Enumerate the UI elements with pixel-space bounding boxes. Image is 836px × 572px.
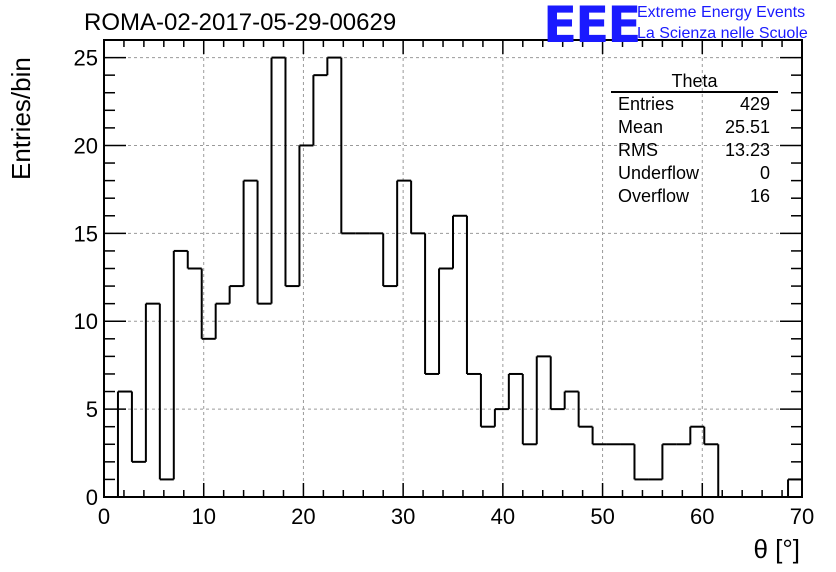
- stats-value: 429: [739, 94, 770, 114]
- x-tick-label: 30: [391, 504, 415, 529]
- stats-row-rms: RMS 13.23: [611, 139, 778, 162]
- histogram-bars: [116, 56, 803, 497]
- stats-row-overflow: Overflow 16: [611, 185, 778, 208]
- y-tick-label: 5: [86, 397, 98, 422]
- stats-row-entries: Entries 429: [611, 93, 778, 116]
- y-tick-label: 20: [74, 133, 98, 158]
- logo-caption-line1: Extreme Energy Events: [637, 4, 806, 21]
- y-axis-label: Entries/bin: [6, 57, 36, 180]
- y-tick-label: 15: [74, 221, 98, 246]
- x-tick-label: 50: [590, 504, 614, 529]
- y-tick-label: 25: [74, 46, 98, 71]
- stats-label: Underflow: [618, 163, 700, 183]
- stats-value: 25.51: [724, 117, 770, 137]
- stats-row-mean: Mean 25.51: [611, 116, 778, 139]
- x-tick-label: 40: [491, 504, 515, 529]
- stats-label: RMS: [618, 140, 658, 160]
- grid-lines: [104, 40, 802, 497]
- x-tick-label: 0: [98, 504, 110, 529]
- stats-label: Entries: [618, 94, 675, 114]
- stats-title: Theta: [611, 69, 778, 93]
- stats-value: 16: [749, 186, 770, 206]
- x-tick-label: 20: [291, 504, 315, 529]
- stats-box: Theta Entries 429 Mean 25.51 RMS 13.23 U…: [611, 69, 778, 208]
- stats-label: Mean: [618, 117, 664, 137]
- y-tick-label: 10: [74, 309, 98, 334]
- eee-logo: EEE: [543, 0, 641, 54]
- x-tick-label: 70: [790, 504, 814, 529]
- stats-row-underflow: Underflow 0: [611, 162, 778, 185]
- y-tick-label: 0: [86, 485, 98, 510]
- x-tick-label: 60: [690, 504, 714, 529]
- axis-ticks: [103, 39, 803, 498]
- stats-value: 0: [759, 163, 770, 183]
- stats-label: Overflow: [618, 186, 690, 206]
- logo-caption-line2: La Scienza nelle Scuole: [637, 25, 808, 42]
- stats-value: 13.23: [724, 140, 770, 160]
- tick-labels: 0 10 20 30 40 50 60 70 0 5 10 15 20 25: [74, 46, 815, 529]
- x-axis-label: θ [°]: [753, 534, 800, 564]
- x-tick-label: 10: [191, 504, 215, 529]
- run-title: ROMA-02-2017-05-29-00629: [84, 9, 397, 36]
- logo-caption: Extreme Energy Events La Scienza nelle S…: [637, 2, 808, 44]
